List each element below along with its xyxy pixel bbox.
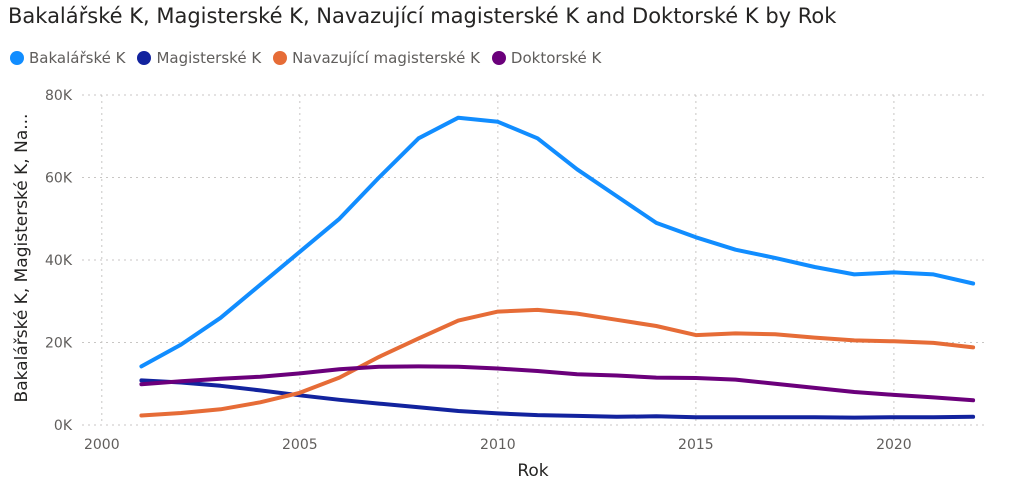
legend-marker-bakalarske bbox=[10, 51, 24, 65]
legend-label-navazujici: Navazující magisterské K bbox=[292, 49, 480, 67]
legend-marker-magisterske bbox=[137, 51, 152, 65]
legend-label-doktorske: Doktorské K bbox=[510, 49, 602, 67]
series-lines bbox=[139, 115, 976, 420]
y-tick-label: 20K bbox=[45, 336, 73, 352]
legend-label-magisterske: Magisterské K bbox=[156, 49, 262, 67]
legend-marker-doktorske bbox=[491, 51, 506, 65]
series-line-doktorske[interactable] bbox=[139, 364, 976, 403]
legend-marker-navazujici bbox=[273, 51, 288, 65]
chart-title: Bakalářské K, Magisterské K, Navazující … bbox=[8, 4, 837, 28]
x-axis-title: Rok bbox=[517, 461, 548, 481]
x-tick-label: 2010 bbox=[480, 437, 516, 453]
x-tick-label: 2015 bbox=[678, 437, 714, 453]
legend-item-bakalarske[interactable]: Bakalářské K bbox=[10, 49, 125, 67]
x-tick-label: 2005 bbox=[282, 437, 318, 453]
series-line-bakalarske[interactable] bbox=[139, 115, 976, 369]
series-line-navazujici[interactable] bbox=[139, 307, 976, 418]
legend-label-bakalarske: Bakalářské K bbox=[29, 49, 126, 67]
legend: Bakalářské K Magisterské K Navazující ma… bbox=[10, 49, 613, 67]
y-tick-label: 40K bbox=[45, 253, 73, 269]
series-line-magisterske[interactable] bbox=[139, 378, 976, 420]
x-tick-label: 2000 bbox=[84, 437, 120, 453]
y-axis-title: Bakalářské K, Magisterské K, Na... bbox=[12, 114, 32, 403]
legend-item-navazujici[interactable]: Navazující magisterské K bbox=[273, 49, 480, 67]
y-tick-label: 60K bbox=[45, 171, 73, 187]
legend-item-magisterske[interactable]: Magisterské K bbox=[137, 49, 261, 67]
y-tick-label: 0K bbox=[54, 418, 73, 434]
axis-ticks: 0K 20K 40K 60K 80K 2000 2005 2010 2015 2020 bbox=[45, 88, 912, 453]
y-tick-label: 80K bbox=[45, 88, 73, 104]
legend-item-doktorske[interactable]: Doktorské K bbox=[491, 49, 602, 67]
gridlines bbox=[82, 94, 985, 426]
x-tick-label: 2020 bbox=[876, 437, 912, 453]
